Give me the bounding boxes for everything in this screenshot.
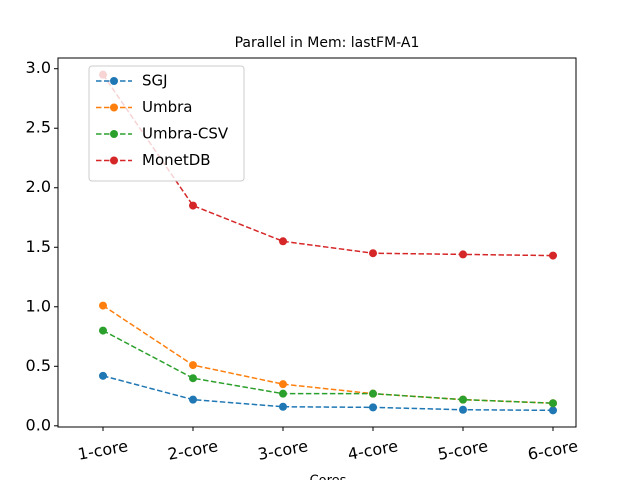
y-tick-label: 3.0 bbox=[26, 58, 51, 77]
series-line bbox=[102, 375, 554, 412]
data-point bbox=[549, 406, 557, 415]
legend-label: MonetDB bbox=[142, 151, 211, 169]
data-point bbox=[279, 389, 287, 398]
y-tick-label: 1.0 bbox=[26, 296, 51, 315]
data-point bbox=[549, 399, 557, 408]
x-tick-label: 2-core bbox=[166, 436, 219, 463]
legend-box bbox=[88, 65, 245, 182]
data-point bbox=[189, 374, 197, 383]
legend-label: SGJ bbox=[142, 72, 168, 90]
legend-label: Umbra bbox=[142, 98, 192, 116]
plot-area bbox=[57, 57, 577, 428]
x-axis-label: Cores bbox=[310, 474, 347, 480]
x-tick-label: 6-core bbox=[526, 436, 579, 463]
y-tick-label: 2.0 bbox=[26, 177, 51, 196]
x-tick-label: 1-core bbox=[76, 436, 129, 463]
legend-marker bbox=[110, 130, 118, 138]
series-line bbox=[102, 74, 554, 257]
data-point bbox=[189, 395, 197, 404]
y-tick-label: 1.5 bbox=[26, 237, 51, 256]
data-point bbox=[279, 237, 287, 246]
series-line bbox=[102, 304, 554, 404]
x-tick-label: 5-core bbox=[436, 436, 489, 463]
data-point bbox=[369, 389, 377, 398]
data-point bbox=[369, 403, 377, 412]
data-point bbox=[189, 201, 197, 210]
y-tick-label: 0.5 bbox=[26, 356, 51, 375]
y-tick-label: 0.0 bbox=[26, 415, 51, 434]
data-point bbox=[549, 251, 557, 260]
data-point bbox=[99, 371, 107, 380]
x-tick-label: 3-core bbox=[256, 436, 309, 463]
chart-title: Parallel in Mem: lastFM-A1 bbox=[235, 35, 420, 51]
data-point bbox=[369, 249, 377, 258]
data-point bbox=[459, 405, 467, 414]
data-point bbox=[279, 380, 287, 389]
data-point bbox=[99, 326, 107, 335]
legend-marker bbox=[110, 103, 118, 112]
x-tick-label: 4-core bbox=[346, 436, 399, 463]
y-tick-label: 2.5 bbox=[26, 118, 51, 137]
data-point bbox=[459, 250, 467, 259]
data-point bbox=[279, 402, 287, 411]
data-point bbox=[99, 301, 107, 310]
legend-marker bbox=[110, 156, 118, 165]
legend-marker bbox=[110, 77, 118, 85]
legend-label: Umbra-CSV bbox=[142, 125, 229, 143]
series-line bbox=[102, 329, 554, 404]
data-point bbox=[189, 361, 197, 370]
data-point bbox=[459, 395, 467, 404]
